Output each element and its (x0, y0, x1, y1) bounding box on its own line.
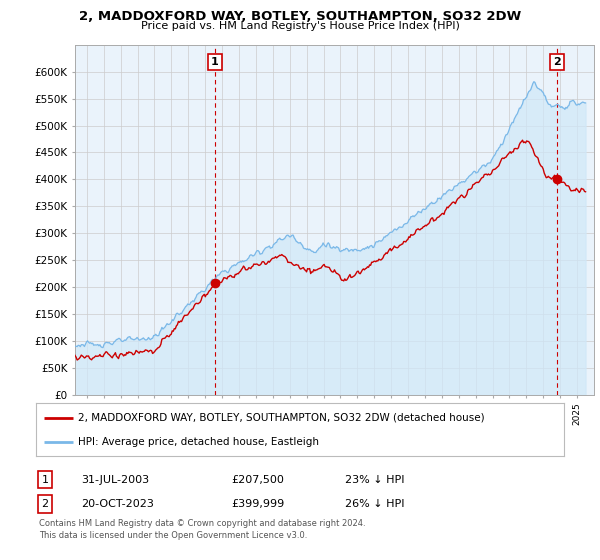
Text: £207,500: £207,500 (231, 475, 284, 485)
Text: 2: 2 (553, 57, 560, 67)
Text: 1: 1 (41, 475, 49, 485)
Text: 2, MADDOXFORD WAY, BOTLEY, SOUTHAMPTON, SO32 2DW (detached house): 2, MADDOXFORD WAY, BOTLEY, SOUTHAMPTON, … (78, 413, 485, 423)
Text: 31-JUL-2003: 31-JUL-2003 (81, 475, 149, 485)
Text: Price paid vs. HM Land Registry's House Price Index (HPI): Price paid vs. HM Land Registry's House … (140, 21, 460, 31)
Text: This data is licensed under the Open Government Licence v3.0.: This data is licensed under the Open Gov… (39, 531, 307, 540)
Text: HPI: Average price, detached house, Eastleigh: HPI: Average price, detached house, East… (78, 437, 319, 447)
Text: 2: 2 (41, 499, 49, 509)
Text: £399,999: £399,999 (231, 499, 284, 509)
Text: 20-OCT-2023: 20-OCT-2023 (81, 499, 154, 509)
Text: Contains HM Land Registry data © Crown copyright and database right 2024.: Contains HM Land Registry data © Crown c… (39, 520, 365, 529)
Text: 23% ↓ HPI: 23% ↓ HPI (345, 475, 404, 485)
Text: 2, MADDOXFORD WAY, BOTLEY, SOUTHAMPTON, SO32 2DW: 2, MADDOXFORD WAY, BOTLEY, SOUTHAMPTON, … (79, 10, 521, 23)
Text: 1: 1 (211, 57, 219, 67)
Text: 26% ↓ HPI: 26% ↓ HPI (345, 499, 404, 509)
